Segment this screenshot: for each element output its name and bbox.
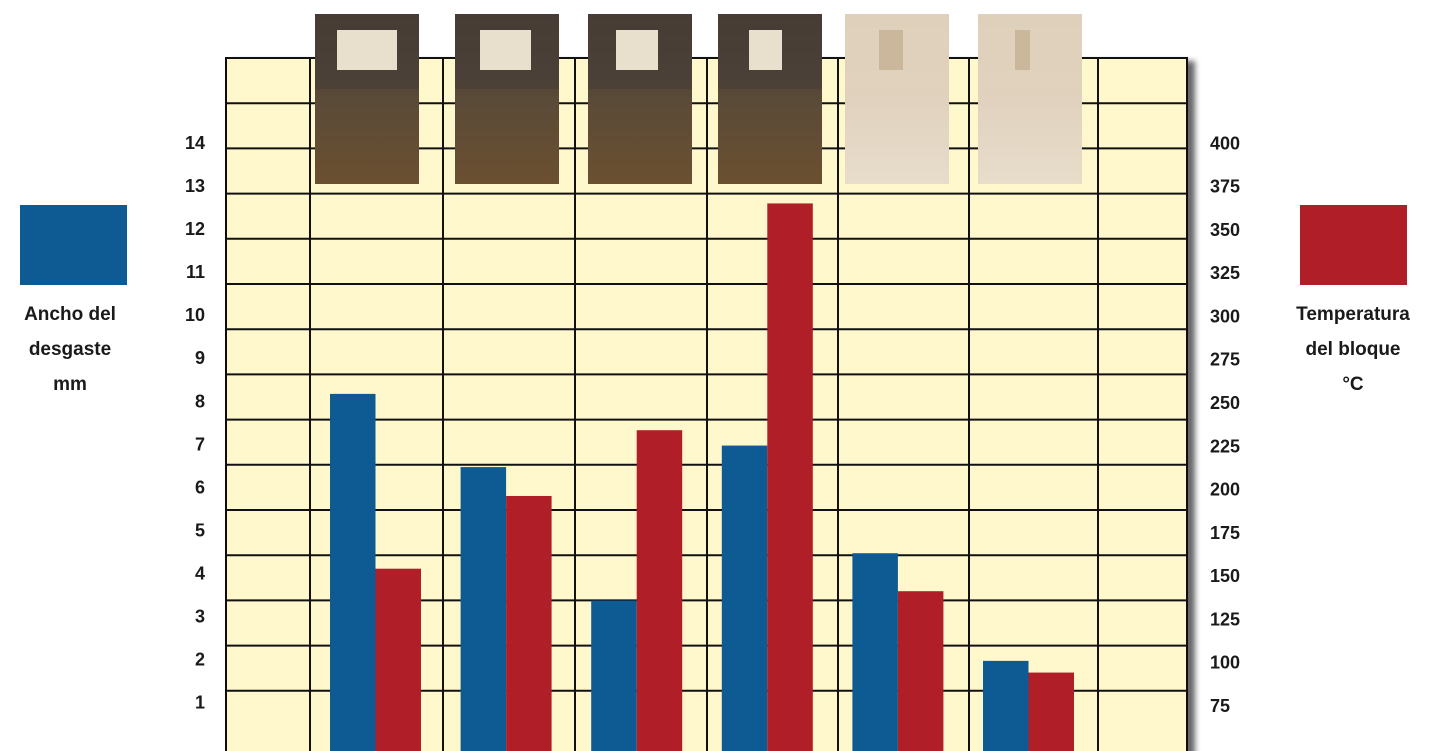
y2-tick-label: 75 bbox=[1210, 696, 1230, 716]
legend-label: Temperatura del bloque °C bbox=[1296, 304, 1410, 395]
y-tick-label: 13 bbox=[185, 176, 205, 196]
bar bbox=[375, 568, 421, 751]
sample-photo-wear bbox=[749, 30, 782, 70]
bar bbox=[721, 445, 768, 751]
sample-photo-wear bbox=[1015, 30, 1030, 70]
y-tick-label: 4 bbox=[195, 564, 205, 584]
legend-swatch bbox=[1300, 205, 1407, 285]
y-tick-label: 12 bbox=[185, 219, 205, 239]
bar bbox=[897, 591, 944, 751]
y-tick-label: 10 bbox=[185, 305, 205, 325]
y-tick-label: 14 bbox=[185, 133, 205, 153]
y2-tick-label: 350 bbox=[1210, 220, 1240, 240]
bar bbox=[506, 495, 552, 751]
y-tick-label: 1 bbox=[195, 693, 205, 713]
bar bbox=[767, 203, 813, 751]
y-tick-label: 7 bbox=[195, 434, 205, 454]
bar bbox=[1028, 672, 1074, 751]
legend-swatch bbox=[20, 205, 127, 285]
y2-tick-label: 375 bbox=[1210, 177, 1240, 197]
bar bbox=[636, 430, 683, 751]
y-tick-label: 2 bbox=[195, 650, 205, 670]
y2-tick-label: 150 bbox=[1210, 566, 1240, 586]
y-tick-label: 6 bbox=[195, 477, 205, 497]
bar bbox=[983, 660, 1029, 751]
y-tick-label: 11 bbox=[186, 262, 205, 282]
legend-label: Ancho del desgaste mm bbox=[24, 304, 116, 395]
y2-tick-label: 400 bbox=[1210, 133, 1240, 153]
y2-tick-label: 300 bbox=[1210, 306, 1240, 326]
bar bbox=[852, 553, 898, 751]
sample-photo-wear bbox=[879, 30, 903, 70]
y-tick-label: 9 bbox=[195, 348, 205, 368]
y-tick-label: 3 bbox=[195, 607, 205, 627]
y2-tick-label: 175 bbox=[1210, 523, 1240, 543]
y2-tick-label: 125 bbox=[1210, 609, 1240, 629]
y2-tick-label: 225 bbox=[1210, 436, 1240, 456]
bar bbox=[591, 600, 637, 751]
sample-photo-wear bbox=[480, 30, 531, 70]
y2-tick-label: 200 bbox=[1210, 480, 1240, 500]
y2-tick-label: 100 bbox=[1210, 653, 1240, 673]
sample-photos bbox=[315, 14, 1082, 184]
y2-tick-label: 325 bbox=[1210, 263, 1240, 283]
y-tick-label: 8 bbox=[195, 391, 205, 411]
y2-tick-label: 275 bbox=[1210, 350, 1240, 370]
y-tick-label: 5 bbox=[195, 520, 205, 540]
sample-photo-wear bbox=[337, 30, 397, 70]
bar bbox=[330, 393, 376, 751]
bar bbox=[460, 467, 507, 751]
y2-tick-label: 250 bbox=[1210, 393, 1240, 413]
sample-photo-wear bbox=[616, 30, 658, 70]
